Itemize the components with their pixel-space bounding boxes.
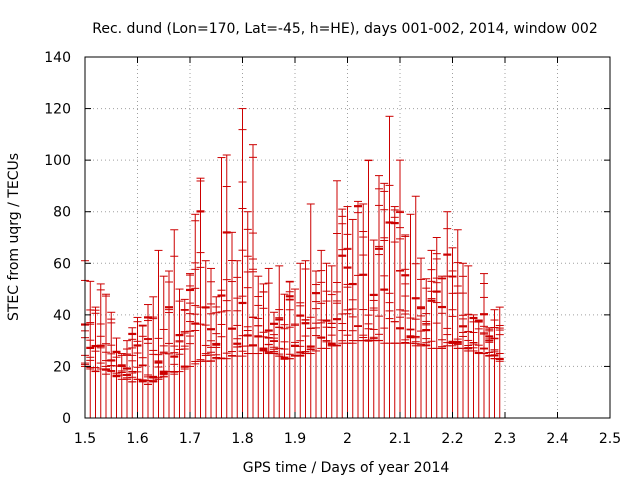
y-axis-label: STEC from uqrg / TECUs [6,153,22,321]
x-tick-label: 1.5 [74,431,96,447]
x-tick-label: 2.3 [494,431,516,447]
y-tick-label: 100 [44,153,71,169]
x-tick-label: 1.9 [284,431,306,447]
y-tick-label: 40 [53,308,71,324]
data-marks [81,108,504,418]
x-axis-label: GPS time / Days of year 2014 [243,460,450,476]
x-tick-label: 2 [343,431,352,447]
axis-ticks: 1.5 1.6 1.7 1.8 1.9 2 2.1 2.2 2.3 2.4 2.5 0 20 40 60 80… [44,50,621,447]
x-tick-label: 2.1 [389,431,411,447]
x-tick-label: 2.5 [599,431,621,447]
y-tick-label: 60 [53,256,71,272]
x-tick-label: 1.8 [231,431,253,447]
y-tick-label: 140 [44,50,71,66]
y-tick-label: 80 [53,205,71,221]
x-tick-label: 1.7 [179,431,201,447]
y-tick-label: 0 [62,411,71,427]
chart-title: Rec. dund (Lon=170, Lat=-45, h=HE), days… [92,21,598,37]
x-tick-label: 2.2 [441,431,463,447]
x-tick-label: 1.6 [126,431,148,447]
y-tick-label: 120 [44,102,71,118]
x-tick-label: 2.4 [546,431,568,447]
y-tick-label: 20 [53,359,71,375]
